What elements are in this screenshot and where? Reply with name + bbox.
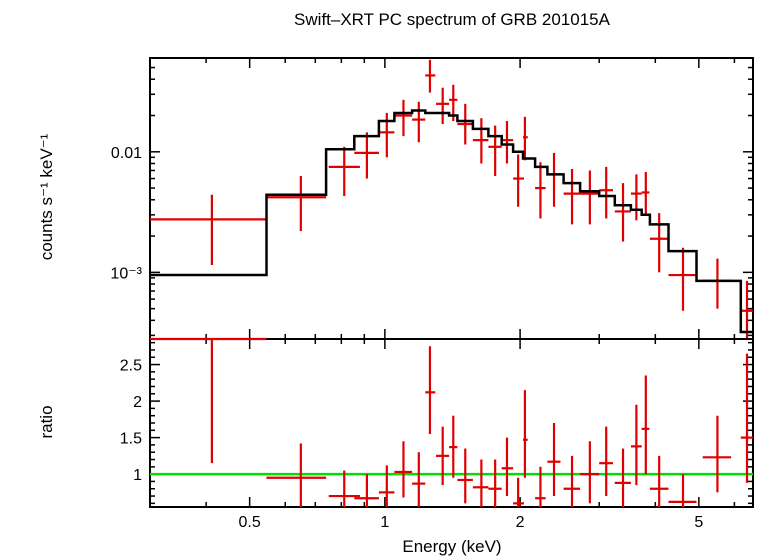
spectrum-data-point (580, 170, 600, 225)
x-tick-label: 1 (380, 514, 389, 531)
ratio-data-point (522, 390, 528, 478)
ratio-data-point (412, 452, 426, 507)
spectrum-data-point (522, 116, 528, 161)
ratio-data-point (436, 426, 450, 486)
spectrum-data-point (457, 103, 473, 145)
ratio-data-point (378, 465, 395, 507)
spectrum-data-point (378, 112, 395, 158)
ratio-data-point (150, 337, 267, 464)
spectrum-data-point (472, 118, 489, 164)
spectrum-data-point (150, 194, 267, 266)
spectrum-data-point (436, 87, 450, 125)
ratio-data-point (614, 448, 631, 507)
ratio-data-point (457, 448, 473, 504)
spectrum-data-point (702, 258, 732, 309)
ratio-data-point (328, 470, 360, 507)
spectrum-data-point (425, 59, 436, 93)
ratio-y-axis-label: ratio (37, 405, 56, 438)
ratio-data-point (425, 346, 436, 434)
ratio-data-point (547, 423, 561, 497)
ratio-y-tick-label: 1 (133, 467, 142, 484)
ratio-y-tick-label: 2 (133, 394, 142, 411)
x-axis-label: Energy (keV) (402, 537, 501, 556)
ratio-y-tick-label: 2.5 (120, 358, 142, 375)
spectrum-data-point (328, 146, 360, 196)
spectrum-data-point (513, 154, 524, 207)
ratio-data-point (449, 415, 458, 478)
ratio-data-point (641, 375, 650, 475)
ratio-data-point (580, 441, 600, 504)
spectrum-y-tick-label: 0.01 (111, 145, 142, 162)
ratio-data-point (488, 459, 502, 507)
spectrum-data-point (266, 175, 327, 232)
spectrum-y-axis-label: counts s⁻¹ keV⁻¹ (37, 133, 56, 260)
ratio-data-point (649, 455, 669, 507)
spectrum-data-point (488, 125, 502, 176)
x-tick-label: 0.5 (239, 514, 261, 531)
spectrum-data-point (599, 166, 613, 219)
ratio-data-point (630, 404, 642, 486)
spectrum-data-point (563, 169, 581, 225)
ratio-data-point (354, 474, 379, 507)
spectrum-data-point (630, 174, 642, 221)
ratio-data-point (266, 443, 327, 507)
spectrum-data-point (614, 183, 631, 242)
model-step-line (150, 109, 753, 334)
spectrum-data-point (668, 247, 697, 311)
ratio-data-point (740, 353, 753, 483)
chart-title: Swift–XRT PC spectrum of GRB 201015A (294, 10, 611, 29)
spectrum-data-point (354, 132, 379, 179)
ratio-panel: 0.5 1 2 5 1 1.5 2 2.5 (120, 337, 754, 531)
ratio-data-point (668, 474, 697, 507)
ratio-data-point (513, 477, 524, 507)
spectrum-data-point (641, 171, 650, 215)
spectrum-panel: 0.01 10⁻³ (110, 57, 754, 340)
ratio-data-point (501, 437, 514, 497)
spectrum-data-point (412, 101, 426, 143)
ratio-data-point (394, 441, 413, 498)
ratio-data-point (599, 426, 613, 497)
ratio-data-point (472, 459, 489, 507)
x-tick-label: 2 (516, 514, 525, 531)
ratio-y-tick-label: 1.5 (120, 431, 142, 448)
ratio-data-point (535, 466, 546, 507)
ratio-data-point (702, 415, 732, 493)
spectrum-data-point (535, 162, 546, 219)
spectrum-data-point (740, 280, 753, 339)
ratio-frame (149, 338, 754, 508)
x-tick-label: 5 (694, 514, 703, 531)
spectrum-data-point (501, 121, 514, 164)
ratio-data-point (563, 455, 581, 507)
spectrum-data-point (394, 99, 413, 137)
spectrum-y-tick-label: 10⁻³ (110, 265, 142, 282)
spectrum-data-point (649, 213, 669, 273)
spectrum-data-point (547, 152, 561, 207)
